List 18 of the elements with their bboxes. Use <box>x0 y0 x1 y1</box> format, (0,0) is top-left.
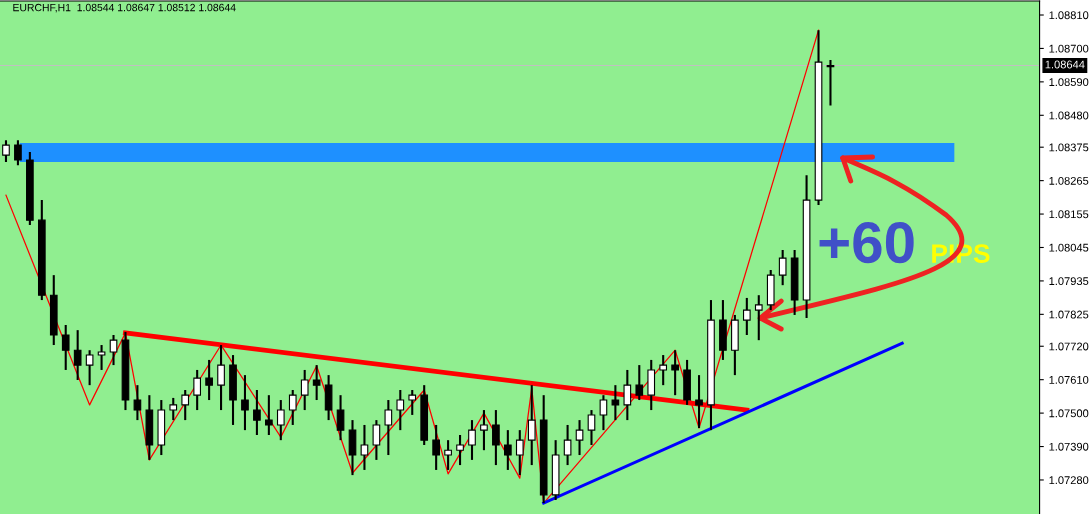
y-tick-label: 1.08700 <box>1049 44 1089 53</box>
y-tick-label: 1.07500 <box>1049 409 1089 418</box>
y-tick-label: 1.07390 <box>1049 442 1089 451</box>
y-tick-label: 1.08155 <box>1049 210 1089 219</box>
y-tick-label: 1.08810 <box>1049 11 1089 20</box>
y-tick-label: 1.07720 <box>1049 342 1089 351</box>
y-tick-label: 1.08265 <box>1049 176 1089 185</box>
y-tick-label: 1.07825 <box>1049 310 1089 319</box>
y-tick-label: 1.07610 <box>1049 375 1089 384</box>
y-tick-label: 1.08045 <box>1049 243 1089 252</box>
y-tick-label: 1.07280 <box>1049 476 1089 485</box>
chart-title: EURCHF,H1 1.08544 1.08647 1.08512 1.08644 <box>13 3 236 13</box>
y-tick-label: 1.07935 <box>1049 277 1089 286</box>
y-tick-label: 1.08375 <box>1049 143 1089 152</box>
y-tick-label: 1.08590 <box>1049 78 1089 86</box>
ref-line-label: 1.08644 <box>1045 60 1085 69</box>
annotation: +60 <box>819 221 914 264</box>
y-tick-label: 1.08480 <box>1049 111 1089 120</box>
